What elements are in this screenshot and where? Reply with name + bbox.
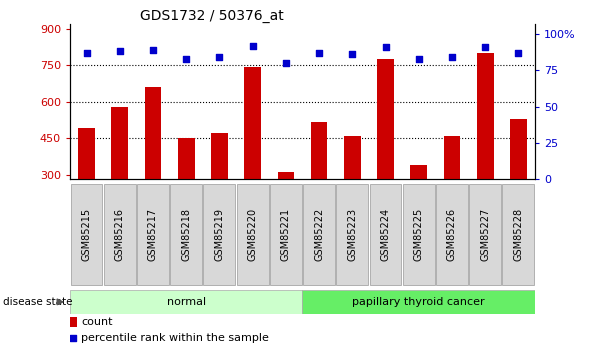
- Bar: [344, 136, 361, 179]
- FancyBboxPatch shape: [170, 184, 202, 285]
- Text: percentile rank within the sample: percentile rank within the sample: [81, 333, 269, 343]
- Bar: [211, 133, 228, 179]
- Bar: [70, 317, 77, 327]
- Point: [81, 50, 91, 56]
- Bar: [278, 172, 294, 179]
- FancyBboxPatch shape: [436, 184, 468, 285]
- Text: normal: normal: [167, 297, 206, 307]
- Bar: [244, 67, 261, 179]
- Bar: [377, 59, 394, 179]
- FancyBboxPatch shape: [469, 184, 501, 285]
- Bar: [311, 122, 327, 179]
- Text: GSM85216: GSM85216: [115, 208, 125, 261]
- Text: GSM85225: GSM85225: [414, 208, 424, 261]
- Point: [347, 51, 357, 57]
- Point: [447, 55, 457, 60]
- Text: GSM85215: GSM85215: [81, 208, 92, 261]
- Text: count: count: [81, 317, 112, 327]
- Bar: [178, 138, 195, 179]
- Text: GSM85220: GSM85220: [247, 208, 258, 261]
- Point: [148, 47, 158, 53]
- Bar: [78, 128, 95, 179]
- Point: [314, 50, 324, 56]
- Point: [414, 56, 424, 61]
- FancyBboxPatch shape: [204, 184, 235, 285]
- Text: GSM85223: GSM85223: [347, 208, 358, 261]
- Text: GSM85222: GSM85222: [314, 208, 324, 261]
- FancyBboxPatch shape: [336, 184, 368, 285]
- FancyBboxPatch shape: [303, 184, 335, 285]
- Point: [514, 50, 523, 56]
- Text: GSM85228: GSM85228: [513, 208, 523, 261]
- Text: GSM85224: GSM85224: [381, 208, 390, 261]
- FancyBboxPatch shape: [137, 184, 169, 285]
- Point: [181, 56, 191, 61]
- Text: GSM85226: GSM85226: [447, 208, 457, 261]
- Text: GSM85217: GSM85217: [148, 208, 158, 261]
- FancyBboxPatch shape: [302, 290, 535, 314]
- Point: [69, 335, 78, 341]
- Point: [215, 55, 224, 60]
- FancyBboxPatch shape: [270, 184, 302, 285]
- FancyBboxPatch shape: [370, 184, 401, 285]
- Text: GSM85221: GSM85221: [281, 208, 291, 261]
- Text: GSM85219: GSM85219: [215, 208, 224, 261]
- Text: GSM85227: GSM85227: [480, 208, 490, 261]
- Point: [480, 44, 490, 50]
- Text: GSM85218: GSM85218: [181, 208, 191, 261]
- Bar: [145, 87, 161, 179]
- FancyBboxPatch shape: [502, 184, 534, 285]
- Point: [248, 43, 258, 48]
- Text: GDS1732 / 50376_at: GDS1732 / 50376_at: [140, 9, 283, 23]
- Text: papillary thyroid cancer: papillary thyroid cancer: [353, 297, 485, 307]
- Bar: [444, 136, 460, 179]
- FancyBboxPatch shape: [403, 184, 435, 285]
- Bar: [510, 119, 527, 179]
- Bar: [477, 53, 494, 179]
- FancyBboxPatch shape: [71, 184, 103, 285]
- FancyBboxPatch shape: [237, 184, 269, 285]
- FancyBboxPatch shape: [70, 290, 302, 314]
- Bar: [111, 107, 128, 179]
- Point: [281, 60, 291, 66]
- Text: disease state: disease state: [3, 297, 72, 307]
- Bar: [410, 165, 427, 179]
- FancyBboxPatch shape: [104, 184, 136, 285]
- Point: [115, 49, 125, 54]
- Point: [381, 44, 390, 50]
